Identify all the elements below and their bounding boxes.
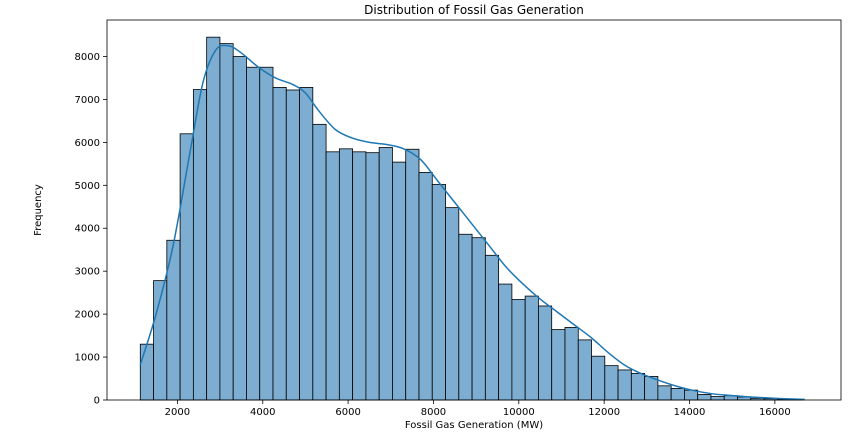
y-tick-label: 0 xyxy=(94,396,100,407)
y-tick-label: 5000 xyxy=(75,181,100,192)
histogram-bar xyxy=(378,147,393,401)
plot-frame xyxy=(106,19,842,401)
x-tick-label: 10000 xyxy=(503,407,535,418)
histogram-bar xyxy=(338,148,354,401)
histogram-bar xyxy=(365,152,380,401)
histogram-bar xyxy=(471,237,486,401)
histogram-bar xyxy=(484,254,500,401)
histogram-bar xyxy=(192,89,208,401)
histogram-bar xyxy=(458,233,473,401)
chart-title: Distribution of Fossil Gas Generation xyxy=(364,3,584,17)
histogram-bar xyxy=(657,385,672,401)
histogram-bar xyxy=(551,329,566,401)
y-tick-label: 8000 xyxy=(75,52,100,63)
histogram-bar xyxy=(498,283,513,401)
y-axis-ticks: 0 1000 2000 3000 4000 5000 6000 7000 8000 xyxy=(75,52,107,407)
histogram-bar xyxy=(617,369,632,401)
histogram-bar xyxy=(285,89,300,401)
histogram-bar xyxy=(564,327,579,401)
histogram-bar xyxy=(392,161,407,401)
y-tick-label: 1000 xyxy=(75,353,100,364)
histogram-bar xyxy=(511,299,526,401)
x-tick-label: 4000 xyxy=(250,407,275,418)
histogram-bar xyxy=(232,56,247,401)
histogram-bar xyxy=(710,396,725,401)
histogram-bar xyxy=(259,66,274,401)
y-tick-label: 3000 xyxy=(75,267,100,278)
histogram-bar xyxy=(418,172,433,401)
x-tick-label: 12000 xyxy=(588,407,620,418)
bars-group xyxy=(139,36,805,401)
y-tick-label: 6000 xyxy=(75,138,100,149)
y-axis-label: Frequency xyxy=(33,184,44,236)
x-tick-label: 16000 xyxy=(759,407,791,418)
x-tick-label: 6000 xyxy=(335,407,360,418)
x-axis-label: Fossil Gas Generation (MW) xyxy=(405,420,543,431)
histogram-bar xyxy=(445,207,460,401)
histogram-bar xyxy=(538,305,553,401)
histogram-bar xyxy=(312,123,327,401)
x-tick-label: 14000 xyxy=(674,407,706,418)
histogram-bar xyxy=(591,355,606,401)
kde-line xyxy=(139,44,805,401)
histogram-bar xyxy=(299,87,314,401)
histogram-bar xyxy=(630,372,646,401)
histogram-bar xyxy=(219,43,234,401)
histogram-bar xyxy=(604,365,619,401)
y-tick-label: 4000 xyxy=(75,224,100,235)
histogram-bar xyxy=(577,339,592,401)
histogram-bar xyxy=(325,151,340,401)
histogram-bar xyxy=(352,151,367,401)
histogram-bar xyxy=(246,66,261,401)
y-tick-label: 7000 xyxy=(75,95,100,106)
x-tick-label: 8000 xyxy=(421,407,446,418)
x-tick-label: 2000 xyxy=(165,407,190,418)
histogram-bar xyxy=(272,87,287,401)
histogram-bar xyxy=(206,36,221,401)
histogram-bar xyxy=(670,388,685,401)
histogram-bar xyxy=(139,343,154,401)
histogram-bar xyxy=(697,394,712,401)
y-tick-label: 2000 xyxy=(75,310,100,321)
histogram-bar xyxy=(405,148,420,401)
histogram-bar xyxy=(431,184,446,401)
x-axis-ticks: 2000 4000 6000 8000 10000 12000 14000 16000 xyxy=(165,400,791,418)
histogram-bar xyxy=(524,295,539,401)
